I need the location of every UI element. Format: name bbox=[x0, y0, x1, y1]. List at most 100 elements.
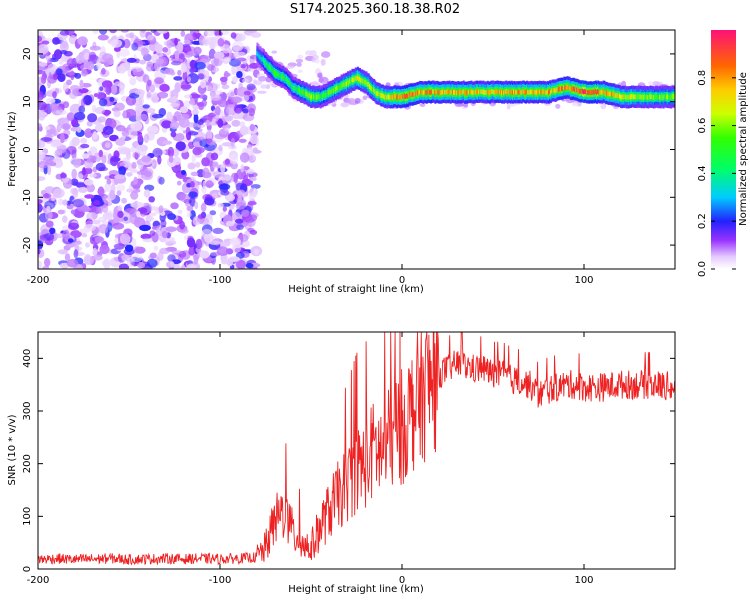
noise-blob bbox=[153, 245, 159, 251]
noise-blob bbox=[113, 243, 125, 250]
ridge-cell bbox=[375, 90, 378, 96]
noise-blob bbox=[109, 189, 115, 200]
noise-blob bbox=[297, 69, 303, 73]
colorbar-tick-label: 0.8 bbox=[697, 70, 708, 86]
noise-blob bbox=[236, 224, 244, 231]
noise-blob bbox=[230, 96, 243, 104]
noise-blob bbox=[139, 59, 147, 65]
noise-blob bbox=[78, 228, 90, 233]
noise-blob bbox=[205, 138, 213, 144]
noise-blob bbox=[229, 153, 239, 165]
ridge-cell bbox=[360, 78, 363, 83]
noise-blob bbox=[235, 182, 245, 192]
noise-blob bbox=[52, 37, 60, 45]
ridge-cell bbox=[638, 94, 641, 100]
spectrogram-x-axis-title: Height of straight line (km) bbox=[288, 284, 424, 295]
ridge-cell bbox=[398, 94, 401, 100]
noise-blob bbox=[188, 191, 198, 198]
noise-blob bbox=[52, 91, 57, 99]
ridge-cell bbox=[506, 90, 509, 96]
ridge-cell bbox=[277, 72, 280, 77]
noise-blob bbox=[93, 200, 101, 206]
noise-blob bbox=[162, 47, 169, 53]
ridge-cell bbox=[509, 90, 512, 96]
ridge-cell bbox=[639, 94, 642, 100]
noise-blob bbox=[126, 57, 137, 63]
ridge-cell bbox=[527, 89, 530, 95]
ridge-cell bbox=[548, 90, 550, 96]
noise-blob bbox=[193, 46, 202, 55]
noise-blob bbox=[81, 233, 88, 238]
noise-blob bbox=[78, 187, 88, 193]
noise-blob bbox=[86, 61, 95, 71]
ridge-cell bbox=[623, 94, 626, 100]
noise-blob bbox=[57, 249, 68, 255]
noise-blob bbox=[119, 84, 125, 95]
ridge-cell bbox=[552, 88, 555, 93]
noise-blob bbox=[230, 32, 237, 39]
noise-blob bbox=[125, 33, 133, 38]
noise-blob bbox=[169, 261, 175, 268]
noise-blob bbox=[84, 255, 94, 266]
ridge-cell bbox=[384, 94, 387, 100]
noise-blob bbox=[49, 102, 58, 112]
noise-blob bbox=[62, 101, 70, 109]
noise-blob bbox=[170, 121, 179, 130]
noise-blob bbox=[129, 168, 138, 173]
ridge-cell bbox=[438, 90, 441, 95]
noise-blob bbox=[217, 202, 224, 208]
noise-blob bbox=[66, 258, 79, 268]
noise-blob bbox=[346, 98, 355, 105]
ridge-cell bbox=[518, 89, 521, 95]
noise-blob bbox=[66, 79, 72, 86]
noise-blob bbox=[75, 54, 85, 64]
ridge-cell bbox=[614, 93, 617, 98]
noise-blob bbox=[123, 38, 131, 49]
noise-blob bbox=[311, 57, 316, 63]
ridge-cell bbox=[285, 77, 288, 82]
ridge-cell bbox=[305, 91, 308, 96]
noise-blob bbox=[102, 204, 109, 213]
ridge-cell bbox=[618, 93, 621, 99]
ridge-cell bbox=[633, 94, 636, 100]
noise-blob bbox=[79, 79, 84, 90]
noise-blob bbox=[158, 176, 165, 185]
noise-blob bbox=[232, 243, 242, 254]
noise-blob bbox=[134, 215, 141, 224]
ridge-cell bbox=[313, 94, 316, 99]
noise-blob bbox=[53, 142, 63, 147]
noise-blob bbox=[90, 219, 101, 224]
noise-blob bbox=[169, 70, 176, 76]
noise-blob bbox=[38, 203, 43, 213]
ridge-cell bbox=[612, 91, 615, 97]
ridge-cell bbox=[338, 85, 341, 90]
ridge-cell bbox=[354, 76, 357, 81]
ridge-cell bbox=[422, 90, 425, 96]
noise-blob bbox=[171, 96, 178, 103]
ridge-cell bbox=[503, 90, 506, 96]
ridge-cell bbox=[567, 85, 570, 91]
ridge-cell bbox=[442, 89, 444, 95]
ridge-cell bbox=[336, 85, 339, 91]
noise-blob bbox=[129, 77, 137, 86]
ridge-cell bbox=[413, 91, 416, 97]
ridge-cell bbox=[432, 89, 435, 94]
noise-blob bbox=[214, 106, 221, 116]
ridge-cell bbox=[479, 89, 482, 94]
noise-blob bbox=[184, 94, 193, 99]
ridge-cell bbox=[329, 89, 332, 95]
ridge-cell bbox=[284, 76, 287, 82]
noise-blob bbox=[240, 164, 245, 173]
noise-blob bbox=[136, 149, 142, 154]
ridge-cell bbox=[261, 56, 264, 62]
noise-blob bbox=[124, 244, 134, 252]
noise-blob bbox=[42, 265, 50, 269]
noise-blob bbox=[114, 46, 121, 52]
ridge-cell bbox=[268, 64, 271, 70]
noise-blob bbox=[97, 116, 107, 123]
noise-blob bbox=[202, 114, 213, 123]
ridge-cell bbox=[593, 89, 596, 95]
snr-frame bbox=[37, 331, 676, 570]
ridge-cell bbox=[558, 86, 561, 92]
noise-blob bbox=[212, 170, 225, 178]
